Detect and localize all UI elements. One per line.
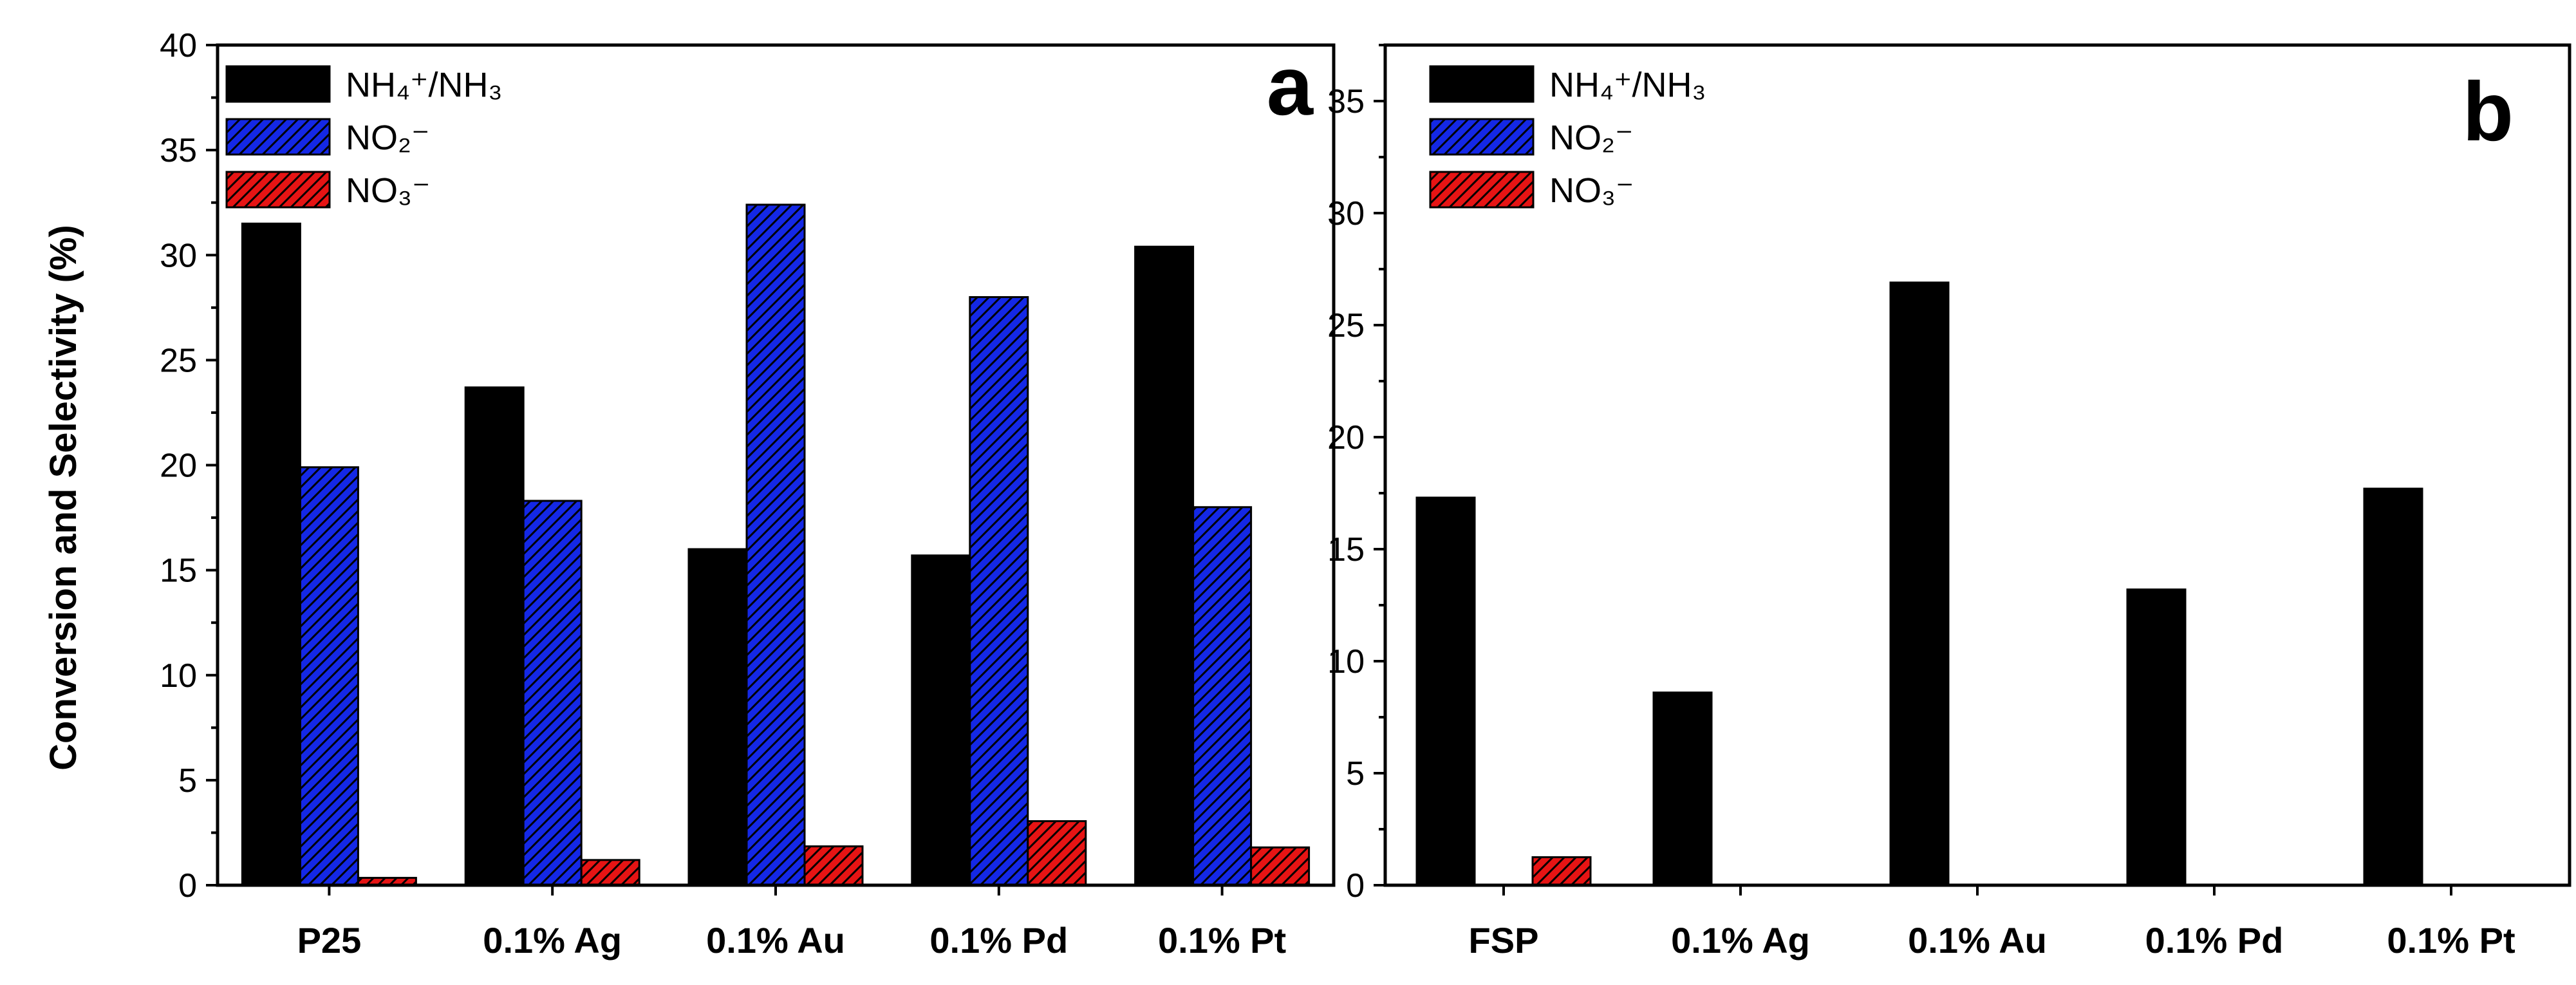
x-category-label: 0.1% Au: [1908, 920, 2047, 961]
bar-0-1-ag-series-2: [580, 859, 640, 887]
bar-0-1-au-series-2: [803, 845, 864, 887]
panel-a-y-axis-title: Conversion and Selectivity (%): [42, 225, 84, 771]
bar-0-1-ag-series-1: [522, 500, 583, 887]
x-category-label: 0.1% Pt: [1158, 920, 1286, 961]
bar-0-1-pt-series-0: [1134, 245, 1195, 887]
x-category-label: 0.1% Ag: [483, 920, 622, 961]
y-tick-label: 25: [160, 342, 197, 379]
y-tick-label: 10: [1327, 643, 1365, 680]
bar-0-1-pd-series-2: [1027, 820, 1087, 887]
bar-fsp-series-2: [1531, 856, 1592, 887]
y-tick-label: 30: [1327, 195, 1365, 232]
plot-frame: [216, 43, 1336, 887]
panel-a-chart: Conversion and Selectivity (%) a 0 5 10 15 2…: [42, 27, 1336, 961]
legend-label-2: NO₃⁻: [346, 171, 431, 210]
y-tick-label: 0: [1346, 867, 1365, 905]
x-category-label: 0.1% Pd: [2145, 920, 2284, 961]
x-category-label: P25: [297, 920, 362, 961]
y-tick-label: 30: [160, 237, 197, 274]
bar-0-1-pt-series-0: [2363, 487, 2423, 887]
legend-swatch-1: [1429, 118, 1535, 156]
bar-0-1-au-series-0: [1889, 281, 1950, 887]
panel-a-letter: a: [1267, 39, 1314, 133]
x-category-label: 0.1% Pt: [2387, 920, 2515, 961]
legend-label-0: NH₄⁺/NH₃: [346, 66, 503, 104]
legend-swatch-0: [1429, 65, 1535, 103]
legend-label-1: NO₂⁻: [346, 118, 429, 157]
x-category-label: 0.1% Ag: [1671, 920, 1810, 961]
bar-0-1-pd-series-1: [969, 296, 1029, 887]
legend-label-0: NH₄⁺/NH₃: [1549, 66, 1706, 104]
x-category-label: FSP: [1469, 920, 1539, 961]
legend-swatch-1: [225, 118, 331, 156]
y-tick-label: 35: [160, 132, 197, 169]
legend-label-1: NO₂⁻: [1549, 118, 1633, 157]
y-tick-label: 25: [1327, 307, 1365, 344]
bar-p25-series-0: [241, 222, 301, 887]
y-tick-label: 15: [160, 552, 197, 590]
panel-b-letter: b: [2463, 64, 2514, 158]
legend-label-2: NO₃⁻: [1549, 171, 1634, 210]
bar-fsp-series-0: [1415, 496, 1476, 887]
bar-0-1-ag-series-0: [1652, 691, 1713, 887]
y-tick-label: 20: [1327, 419, 1365, 456]
x-category-label: 0.1% Pd: [929, 920, 1068, 961]
panel-b-chart: b 0 5 10 15 20 25 30 35 FSP 0.1% Ag 0.1% Au 0.1% Pd…: [1327, 43, 2571, 961]
legend-swatch-0: [225, 65, 331, 103]
plot-frame: [1383, 43, 2571, 887]
y-tick-label: 5: [1346, 755, 1365, 793]
x-category-label: 0.1% Au: [706, 920, 845, 961]
legend-swatch-2: [1429, 171, 1535, 209]
bar-0-1-pd-series-0: [911, 554, 971, 887]
y-tick-label: 5: [178, 762, 197, 800]
y-tick-label: 10: [160, 657, 197, 695]
bar-p25-series-1: [299, 466, 359, 887]
bar-0-1-au-series-1: [745, 203, 806, 887]
bar-0-1-au-series-0: [687, 548, 748, 887]
y-tick-label: 0: [178, 867, 197, 905]
y-tick-label: 15: [1327, 531, 1365, 568]
y-tick-label: 40: [160, 27, 197, 64]
y-tick-label: 20: [160, 447, 197, 485]
bar-0-1-pt-series-2: [1250, 846, 1311, 887]
bar-0-1-ag-series-0: [464, 386, 525, 887]
bar-0-1-pt-series-1: [1192, 506, 1253, 887]
y-tick-label: 35: [1327, 83, 1365, 120]
legend-swatch-2: [225, 171, 331, 209]
bar-0-1-pd-series-0: [2126, 588, 2187, 887]
